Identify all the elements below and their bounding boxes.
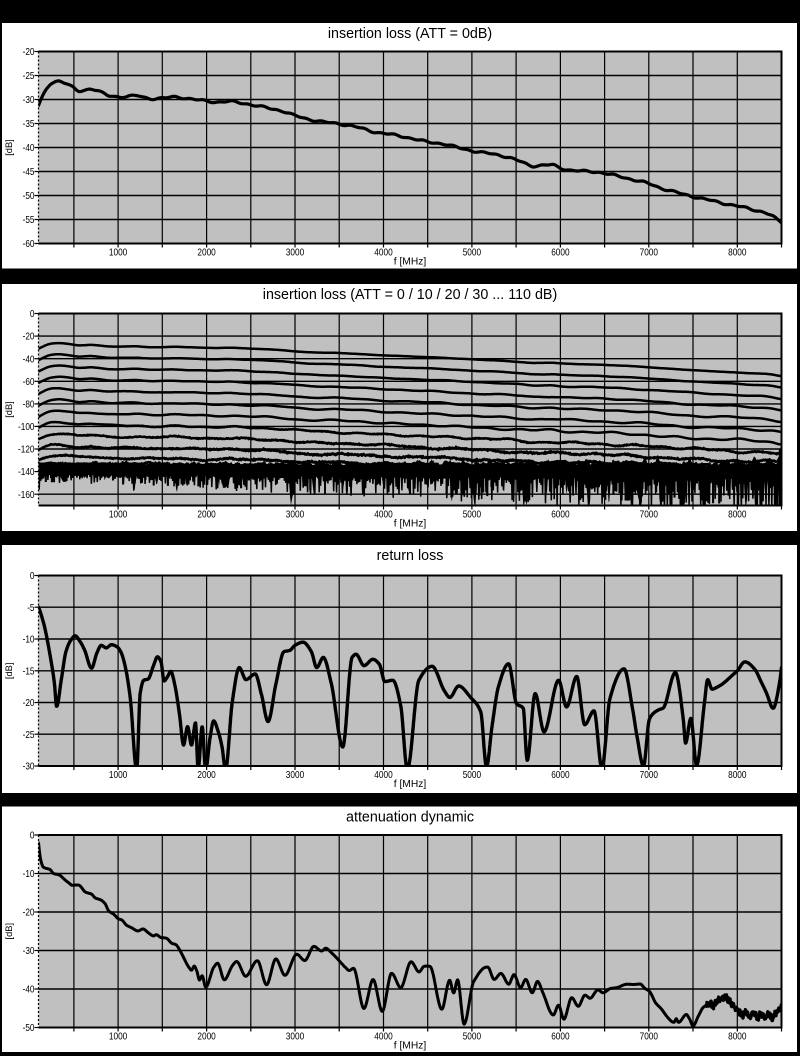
svg-text:0: 0 <box>30 571 35 582</box>
svg-text:-30: -30 <box>23 95 35 106</box>
svg-text:-30: -30 <box>23 762 35 773</box>
svg-text:8000: 8000 <box>728 509 747 520</box>
svg-text:-10: -10 <box>23 635 35 646</box>
svg-text:-140: -140 <box>18 467 35 478</box>
svg-text:1000: 1000 <box>109 247 128 258</box>
svg-text:4000: 4000 <box>374 509 393 520</box>
svg-text:-100: -100 <box>18 422 35 433</box>
svg-text:-20: -20 <box>23 47 35 58</box>
svg-text:1000: 1000 <box>109 770 128 781</box>
svg-text:6000: 6000 <box>551 509 570 520</box>
svg-text:-10: -10 <box>23 869 35 880</box>
svg-text:-55: -55 <box>23 215 35 226</box>
svg-text:-40: -40 <box>23 143 35 154</box>
svg-text:-5: -5 <box>27 603 35 614</box>
svg-text:[dB]: [dB] <box>4 663 14 680</box>
svg-text:[dB]: [dB] <box>4 139 14 156</box>
svg-text:7000: 7000 <box>640 1031 659 1042</box>
svg-text:4000: 4000 <box>374 1031 393 1042</box>
svg-text:2000: 2000 <box>197 247 216 258</box>
svg-text:7000: 7000 <box>640 509 659 520</box>
svg-text:6000: 6000 <box>551 1031 570 1042</box>
svg-text:-30: -30 <box>23 946 35 957</box>
svg-text:7000: 7000 <box>640 247 659 258</box>
svg-text:3000: 3000 <box>286 247 305 258</box>
svg-text:7000: 7000 <box>640 770 659 781</box>
svg-text:-35: -35 <box>23 119 35 130</box>
svg-text:-60: -60 <box>23 239 35 250</box>
svg-text:insertion loss (ATT = 0 / 10 /: insertion loss (ATT = 0 / 10 / 20 / 30 .… <box>263 287 557 303</box>
svg-text:-25: -25 <box>23 730 35 741</box>
svg-text:3000: 3000 <box>286 509 305 520</box>
svg-text:-160: -160 <box>18 490 35 501</box>
svg-text:-25: -25 <box>23 71 35 82</box>
svg-text:-60: -60 <box>23 377 35 388</box>
svg-text:attenuation dynamic: attenuation dynamic <box>346 810 474 826</box>
svg-text:6000: 6000 <box>551 247 570 258</box>
svg-text:1000: 1000 <box>109 509 128 520</box>
svg-text:0: 0 <box>30 831 35 842</box>
svg-text:-20: -20 <box>23 332 35 343</box>
svg-text:-15: -15 <box>23 666 35 677</box>
svg-text:5000: 5000 <box>463 247 482 258</box>
svg-text:2000: 2000 <box>197 1031 216 1042</box>
svg-text:-20: -20 <box>23 908 35 919</box>
svg-text:[dB]: [dB] <box>4 923 14 940</box>
svg-text:f [MHz]: f [MHz] <box>394 778 427 790</box>
svg-text:f [MHz]: f [MHz] <box>394 518 427 530</box>
svg-text:-45: -45 <box>23 167 35 178</box>
svg-text:-40: -40 <box>23 985 35 996</box>
svg-text:insertion loss (ATT = 0dB): insertion loss (ATT = 0dB) <box>328 26 492 42</box>
svg-text:4000: 4000 <box>374 247 393 258</box>
svg-text:5000: 5000 <box>463 509 482 520</box>
svg-text:3000: 3000 <box>286 1031 305 1042</box>
svg-text:5000: 5000 <box>463 1031 482 1042</box>
svg-text:-20: -20 <box>23 698 35 709</box>
svg-text:0: 0 <box>30 309 35 320</box>
svg-text:4000: 4000 <box>374 770 393 781</box>
svg-text:[dB]: [dB] <box>4 401 14 418</box>
svg-text:-40: -40 <box>23 354 35 365</box>
svg-text:3000: 3000 <box>286 770 305 781</box>
svg-text:5000: 5000 <box>463 770 482 781</box>
svg-text:6000: 6000 <box>551 770 570 781</box>
svg-text:return loss: return loss <box>377 548 444 564</box>
svg-text:1000: 1000 <box>109 1031 128 1042</box>
svg-text:-50: -50 <box>23 1023 35 1034</box>
svg-text:f [MHz]: f [MHz] <box>394 256 427 268</box>
svg-text:2000: 2000 <box>197 770 216 781</box>
svg-text:8000: 8000 <box>728 247 747 258</box>
svg-text:2000: 2000 <box>197 509 216 520</box>
svg-text:-120: -120 <box>18 445 35 456</box>
svg-text:8000: 8000 <box>728 770 747 781</box>
svg-text:f [MHz]: f [MHz] <box>394 1040 427 1052</box>
svg-text:8000: 8000 <box>728 1031 747 1042</box>
svg-text:-80: -80 <box>23 400 35 411</box>
svg-text:-50: -50 <box>23 191 35 202</box>
